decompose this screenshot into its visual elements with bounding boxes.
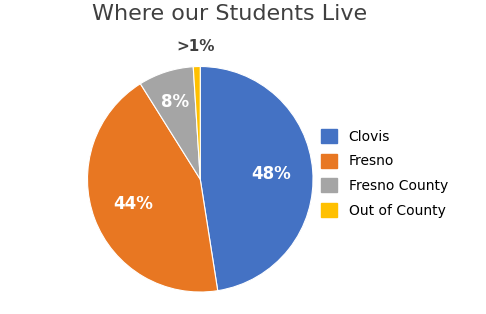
- Wedge shape: [140, 67, 200, 179]
- Title: Where our Students Live: Where our Students Live: [92, 4, 367, 24]
- Wedge shape: [193, 67, 200, 179]
- Legend: Clovis, Fresno, Fresno County, Out of County: Clovis, Fresno, Fresno County, Out of Co…: [315, 124, 453, 223]
- Text: 44%: 44%: [114, 195, 154, 213]
- Wedge shape: [87, 84, 218, 292]
- Text: >1%: >1%: [177, 39, 215, 54]
- Text: 48%: 48%: [251, 165, 291, 183]
- Text: 8%: 8%: [161, 94, 190, 111]
- Wedge shape: [200, 67, 313, 291]
